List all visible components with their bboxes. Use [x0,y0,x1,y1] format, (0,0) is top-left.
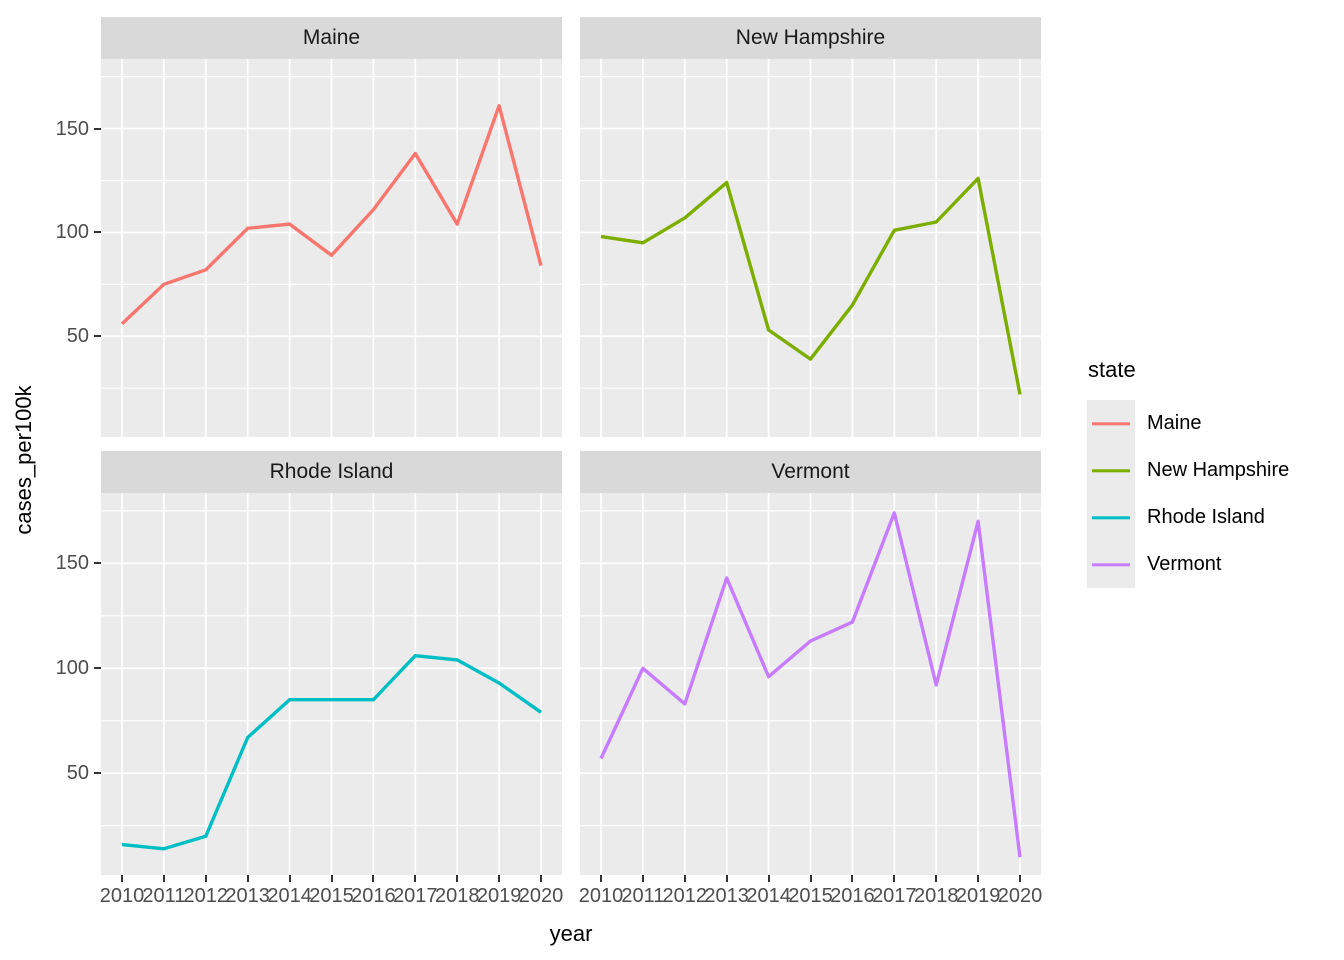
data-line [120,104,543,326]
legend-key [1087,494,1135,541]
legend-key-line [1092,468,1130,473]
x-tick-mark [120,875,123,882]
legend-items: Maine New Hampshire Rhode Island Vermont [1087,400,1289,588]
x-tick-label: 2014 [267,885,312,907]
y-tick-label: 150 [55,117,89,140]
legend-item-label: Maine [1147,412,1202,434]
x-tick-mark [851,875,854,882]
x-tick-mark [162,875,165,882]
x-tick-label: 2013 [704,885,749,907]
legend-item: Maine [1087,400,1289,447]
y-tick-mark [94,127,101,130]
y-tick-label: 100 [55,657,89,680]
x-tick-label: 2018 [913,885,959,907]
legend-key [1087,400,1135,447]
facet-panel [580,59,1041,437]
x-tick-label: 2014 [746,885,791,907]
x-tick-mark [288,875,291,882]
legend-item: New Hampshire [1087,447,1289,494]
facet-strip-label: New Hampshire [735,26,886,49]
x-tick-mark [1019,875,1022,882]
facet-panel [101,59,562,437]
legend-key [1087,447,1135,494]
x-tick-label: 2015 [309,885,354,907]
facet-strip: Maine [101,17,562,59]
x-tick-mark [977,875,980,882]
legend-item-label: New Hampshire [1147,459,1290,481]
x-tick-mark [641,875,644,882]
legend-key-line [1092,421,1130,426]
facet-strip: New Hampshire [580,17,1041,59]
x-tick-mark [725,875,728,882]
data-line [600,176,1022,395]
x-tick-label: 2016 [351,885,396,907]
x-tick-label: 2012 [662,885,708,907]
x-tick-mark [414,875,417,882]
facet-panel [580,493,1041,875]
x-tick-mark [330,875,333,882]
legend-item-label: Vermont [1147,553,1222,575]
x-tick-mark [599,875,602,882]
facet-panel [101,493,562,875]
x-tick-label: 2018 [434,885,480,907]
x-tick-mark [683,875,686,882]
data-line [599,511,1022,858]
y-tick-mark [94,335,101,338]
x-tick-label: 2012 [183,885,229,907]
x-tick-label: 2010 [578,885,624,907]
legend-key [1087,541,1135,588]
y-tick-label: 50 [66,325,89,348]
x-tick-label: 2019 [476,885,522,907]
x-tick-mark [456,875,459,882]
x-tick-mark [809,875,812,882]
x-tick-mark [204,875,207,882]
y-tick-label: 150 [55,552,89,575]
x-tick-label: 2015 [788,885,833,907]
y-tick-mark [94,562,101,565]
x-tick-label: 2011 [142,885,186,907]
x-tick-label: 2017 [872,885,917,907]
facet-strip-label: Maine [302,26,361,49]
x-tick-label: 2013 [225,885,270,907]
facet-strip-label: Vermont [771,460,850,483]
y-tick-label: 50 [66,762,89,785]
data-line [121,653,542,851]
x-tick-label: 2011 [621,885,665,907]
y-tick-mark [94,772,101,775]
legend-item: Vermont [1087,541,1289,588]
x-tick-mark [893,875,896,882]
x-tick-mark [540,875,543,882]
y-tick-mark [94,667,101,670]
legend-item-label: Rhode Island [1147,506,1265,528]
legend-item: Rhode Island [1087,494,1289,541]
x-tick-mark [935,875,938,882]
x-tick-mark [372,875,375,882]
facet-strip: Rhode Island [101,451,562,493]
x-tick-label: 2017 [393,885,438,907]
legend-title: state [1088,357,1136,382]
x-tick-mark [498,875,501,882]
x-tick-label: 2019 [955,885,1001,907]
x-axis-title: year [549,921,593,946]
x-tick-mark [767,875,770,882]
y-axis-title: cases_per100k [11,385,36,535]
y-tick-mark [94,231,101,234]
legend-key-line [1092,562,1130,567]
y-tick-label: 100 [55,221,89,244]
legend: state Maine New Hampshire Rhode Island Verm… [1087,357,1289,588]
facet-strip-label: Rhode Island [269,460,394,483]
x-tick-label: 2020 [997,885,1043,907]
x-tick-label: 2020 [518,885,564,907]
x-tick-mark [246,875,249,882]
legend-key-line [1092,515,1130,520]
x-tick-label: 2010 [99,885,145,907]
facet-strip: Vermont [580,451,1041,493]
x-tick-label: 2016 [830,885,875,907]
